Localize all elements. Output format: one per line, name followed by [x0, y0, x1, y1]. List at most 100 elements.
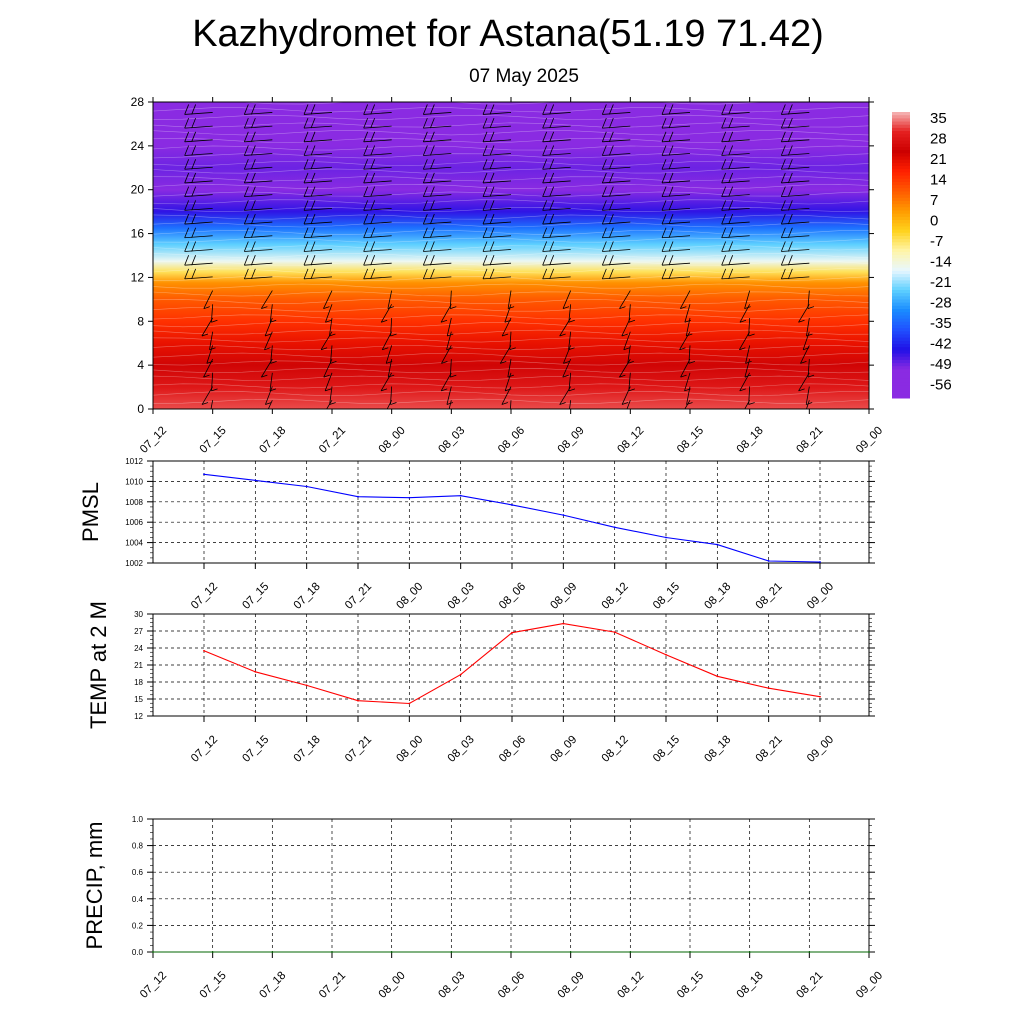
wind-barb-flag — [482, 268, 488, 280]
x-tick-label: 08_21 — [794, 425, 825, 456]
wind-barb-flag — [668, 241, 674, 252]
wind-barb-flag — [422, 117, 428, 129]
isotherm-line — [153, 391, 869, 397]
wind-barb-flag — [209, 416, 215, 418]
data-point — [254, 479, 257, 482]
wind-barb-flag — [787, 213, 793, 225]
wind-barb-flag — [422, 255, 428, 266]
wind-barb-shaft — [661, 139, 691, 143]
wind-barb-shaft — [745, 345, 751, 364]
wind-barb-flag — [250, 186, 256, 197]
colorbar-band — [892, 309, 910, 313]
wind-barb-flag — [310, 145, 316, 156]
wind-barb-flag — [310, 255, 316, 266]
wind-barb-flag — [661, 186, 667, 197]
colorbar-label: -35 — [930, 315, 952, 332]
wind-barb-shaft — [303, 139, 333, 143]
wind-barb-flag — [619, 306, 626, 309]
wind-barb-flag — [489, 104, 495, 115]
wind-barb-shaft — [781, 125, 810, 129]
isotherm-line — [153, 191, 869, 197]
wind-barb-flag — [191, 131, 197, 142]
wind-barb-flag — [310, 200, 316, 211]
wind-barb-flag — [601, 131, 607, 142]
wind-barb-shaft — [265, 386, 273, 405]
wind-barb-flag — [310, 186, 316, 197]
wind-barb-shaft — [602, 194, 631, 198]
wind-barb-flag — [608, 213, 614, 225]
wind-barb-flag — [542, 200, 548, 211]
wind-barb-flag — [381, 319, 388, 323]
wind-barb-flag — [303, 213, 309, 225]
x-tick-label: 08_03 — [446, 581, 477, 612]
colorbar-band — [892, 172, 910, 177]
colorbar-band — [892, 372, 910, 377]
wind-barb-shaft — [802, 331, 810, 350]
pmsl-panel: 1002 1004 1006 1008 1010 1012 07_12 07_15 07_18 0… — [78, 457, 875, 612]
wind-barb-flag — [679, 347, 686, 351]
wind-barb-flag — [608, 186, 614, 197]
wind-barb-flag — [447, 416, 453, 418]
colorbar-band — [892, 353, 910, 358]
wind-barb-flag — [568, 319, 575, 323]
wind-barb-flag — [250, 255, 256, 266]
wind-barb-flag — [721, 241, 727, 252]
wind-barb-shaft — [602, 139, 631, 143]
colorbar-band — [892, 324, 910, 329]
wind-barb-shaft — [482, 249, 512, 252]
wind-barb-shaft — [661, 125, 691, 129]
x-tick-label: 08_12 — [615, 970, 646, 1001]
wind-barb-flag — [661, 241, 667, 252]
wind-barb-shaft — [380, 304, 393, 323]
y-tick-label: 1006 — [125, 518, 143, 527]
x-tick-label: 08_06 — [497, 581, 528, 612]
colorbar-label: -49 — [930, 356, 952, 373]
temp-2m-panel: 12 15 18 21 24 27 30 07_12 07_15 07_18 07_21 08_00 0… — [86, 601, 875, 765]
wind-barb-flag — [489, 145, 495, 156]
wind-barb-flag — [250, 145, 256, 156]
wind-barb-flag — [203, 306, 210, 309]
wind-barb-shaft — [390, 317, 393, 337]
isotherm-line — [153, 107, 869, 113]
wind-barb-flag — [549, 145, 555, 156]
wind-barb-flag — [661, 104, 667, 115]
colorbar-band — [892, 321, 910, 326]
x-tick-label: 08_18 — [735, 970, 766, 1001]
y-tick-label: 1010 — [125, 477, 143, 486]
wind-barb-shaft — [568, 304, 572, 323]
wind-barb-shaft — [423, 262, 452, 266]
wind-barb-shaft — [627, 345, 631, 364]
colorbar-label: 28 — [930, 131, 947, 148]
wind-barb-shaft — [363, 235, 392, 239]
colorbar-band — [892, 207, 910, 212]
colorbar-band — [892, 181, 910, 186]
wind-barb-flag — [370, 227, 376, 238]
wind-barb-flag — [191, 227, 197, 238]
wind-barb-shaft — [482, 166, 512, 170]
wind-barb-flag — [721, 104, 727, 115]
wind-barb-flag — [680, 374, 687, 378]
wind-barb-flag — [482, 159, 488, 170]
plot-frame — [152, 460, 870, 564]
wind-barb-flag — [422, 186, 428, 197]
wind-barb-flag — [721, 186, 727, 197]
wind-barb-flag — [748, 402, 755, 405]
wind-barb-shaft — [303, 276, 333, 280]
wind-barb-flag — [261, 306, 268, 309]
data-point — [767, 560, 770, 562]
wind-barb-flag — [780, 227, 786, 238]
data-point — [562, 514, 565, 516]
wind-barb-shaft — [619, 358, 631, 378]
wind-barb-shaft — [806, 317, 810, 337]
wind-barb-flag — [446, 402, 454, 405]
wind-barb-shaft — [184, 249, 213, 252]
x-tick-label: 08_03 — [446, 734, 477, 765]
isotherm-line — [153, 253, 869, 259]
wind-barb-shaft — [569, 400, 572, 409]
wind-barb-flag — [370, 104, 376, 115]
x-tick-label: 07_12 — [189, 734, 220, 765]
wind-barb-flag — [608, 104, 614, 115]
data-point — [450, 951, 453, 953]
wind-barb-flag — [429, 159, 435, 170]
